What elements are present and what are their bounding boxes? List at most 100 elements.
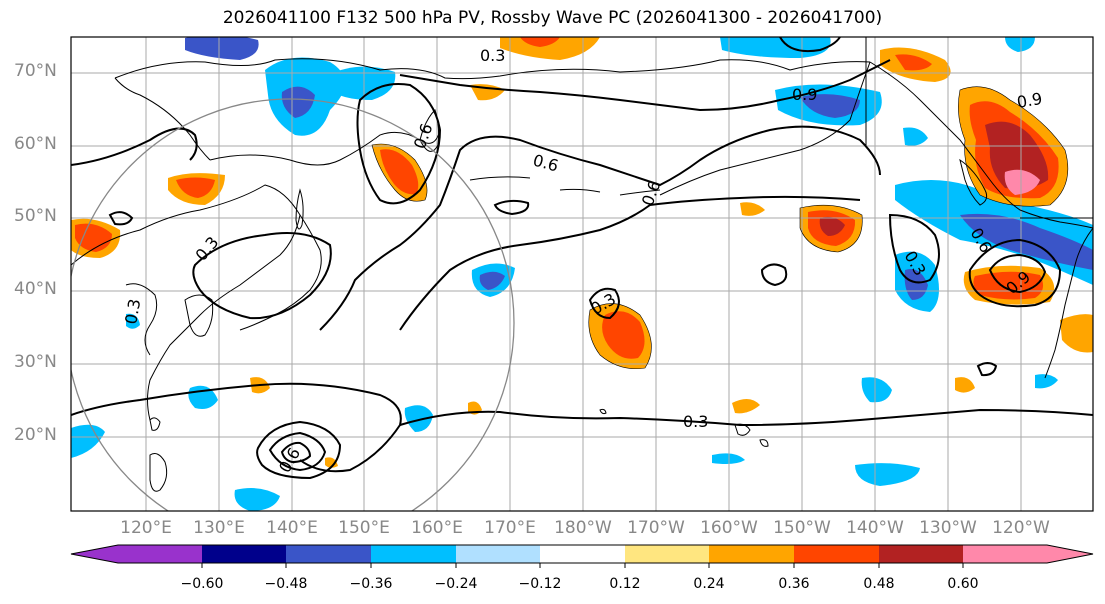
- outline-4: [371, 143, 428, 202]
- colorbar-seg-7: [625, 545, 709, 563]
- coast-west-us: [1044, 227, 1093, 379]
- colorbar-seg-5: [456, 545, 540, 563]
- contour-north: [71, 127, 198, 166]
- lon-label: 160°E: [411, 518, 463, 538]
- outline-2: [799, 204, 863, 253]
- anomaly-pos-3-core: [819, 216, 845, 236]
- anomaly-neg-3: [328, 66, 396, 100]
- lat-label: 40°N: [14, 279, 57, 299]
- anomaly-neg-5-core: [800, 94, 860, 118]
- contour-east-loop: [968, 238, 1062, 308]
- contour-label: 0.3: [480, 46, 505, 65]
- coastlines: [71, 37, 1093, 492]
- colorbar-tick-label: 0.60: [947, 576, 979, 592]
- lat-label: 60°N: [14, 134, 57, 154]
- coast-aleutians: [469, 176, 661, 196]
- contour-loop-japan: [192, 232, 332, 320]
- graticule: [71, 37, 1093, 511]
- anomaly-pos-8: [500, 37, 600, 60]
- coast-china-east: [125, 283, 158, 356]
- anomaly-neg-14: [861, 377, 892, 403]
- contour-label: 0.9: [792, 85, 817, 104]
- colorbar-seg-9: [794, 545, 879, 563]
- contour-label: 0.6: [531, 151, 561, 176]
- coast-siberia-east: [114, 77, 211, 161]
- anomaly-pos-1-high: [985, 121, 1049, 189]
- contour-small-4: [108, 211, 134, 226]
- contour-label: 0.9: [1015, 89, 1043, 112]
- lat-label: 70°N: [14, 61, 57, 81]
- anomaly-pos-9-core: [895, 54, 932, 71]
- anomaly-pos-6-core: [176, 177, 215, 198]
- colorbar-seg-10: [879, 545, 963, 563]
- coast-midway: [599, 408, 607, 415]
- lon-label: 150°E: [338, 518, 390, 538]
- lon-label: 170°E: [484, 518, 536, 538]
- contour-small-3: [976, 362, 998, 377]
- colorbar-seg-4: [371, 545, 456, 563]
- anomaly-neg-10: [234, 488, 280, 511]
- colorbar-seg-2: [202, 545, 286, 563]
- shaded-anomalies: [71, 37, 1093, 511]
- anomaly-neg-2: [185, 37, 259, 60]
- colorbar-tick-label: 0.48: [863, 576, 895, 592]
- outline-3: [588, 303, 652, 369]
- colorbar-tick-label: 0.36: [778, 576, 810, 592]
- anomaly-neg-17: [903, 127, 928, 146]
- contour-label: 0.6: [275, 444, 304, 476]
- lon-label: 170°W: [627, 518, 685, 538]
- anomaly-pos-7-core: [75, 223, 112, 252]
- contour-0.9-arctic: [779, 37, 841, 53]
- contour-small-2: [493, 199, 530, 216]
- colorbar-seg-3: [286, 545, 371, 563]
- contour-0.3-south: [399, 408, 1093, 427]
- contour-label: 0.6: [410, 121, 437, 151]
- colorbar-tick-label: −0.60: [180, 576, 224, 592]
- colorbar-outline: [70, 544, 1094, 564]
- coast-alaska-peninsula: [659, 61, 871, 196]
- anomaly-neg-19: [126, 313, 140, 329]
- coast-asia-north: [114, 58, 871, 80]
- outline-1: [958, 86, 1069, 207]
- coast-kamchatka: [419, 109, 440, 152]
- anomaly-pos-2-core: [973, 271, 1044, 300]
- anomaly-neg-16: [1005, 37, 1035, 52]
- coast-korea: [184, 294, 214, 337]
- coast-japan: [239, 214, 322, 331]
- coast-hawaii: [734, 423, 769, 447]
- anomaly-neg-13: [71, 424, 105, 458]
- colorbar-tick-label: −0.48: [264, 576, 308, 592]
- lon-label: 180°W: [554, 518, 612, 538]
- colorbar-tick-label: −0.12: [518, 576, 562, 592]
- colorbar-seg-8: [709, 545, 794, 563]
- coast-sakhalin: [295, 188, 304, 230]
- anomaly-pos-10: [1060, 314, 1093, 353]
- anomaly-neg-12: [404, 405, 433, 432]
- colorbar: [70, 544, 1094, 568]
- figure-title: 2026041100 F132 500 hPa PV, Rossby Wave …: [222, 8, 883, 28]
- contour-0.3-central: [399, 195, 861, 331]
- contour-east-left: [888, 213, 940, 284]
- anomaly-pos-8-core: [520, 37, 560, 47]
- anomaly-neg-7-core: [904, 269, 928, 300]
- contour-label: 0.3: [121, 297, 144, 325]
- anomaly-pos-5-core: [380, 149, 419, 195]
- lon-label: 140°W: [846, 518, 904, 538]
- anomaly-pos-14: [732, 398, 760, 414]
- contour-0.3-main: [71, 382, 402, 473]
- coast-alaska: [869, 61, 1093, 229]
- lon-label: 160°W: [700, 518, 758, 538]
- colorbar-seg-6: [540, 545, 625, 563]
- pc-contours: [71, 37, 1093, 480]
- colorbar-extend-low: [71, 545, 118, 563]
- coast-asia-mainland: [71, 184, 301, 421]
- lon-label: 120°W: [992, 518, 1050, 538]
- anomaly-pos-4-core: [602, 311, 645, 359]
- contour-ring-3: [280, 441, 312, 464]
- contour-label: 0.3: [683, 412, 708, 431]
- contour-label-group: 0.3 0.9 0.6 0.6 0.3 0.3 0.3 0.6 0.3 0.6 …: [121, 46, 1044, 476]
- lon-label: 130°W: [919, 518, 977, 538]
- colorbar-tick-label: 0.12: [609, 576, 641, 592]
- anomaly-neg-18: [1035, 374, 1058, 389]
